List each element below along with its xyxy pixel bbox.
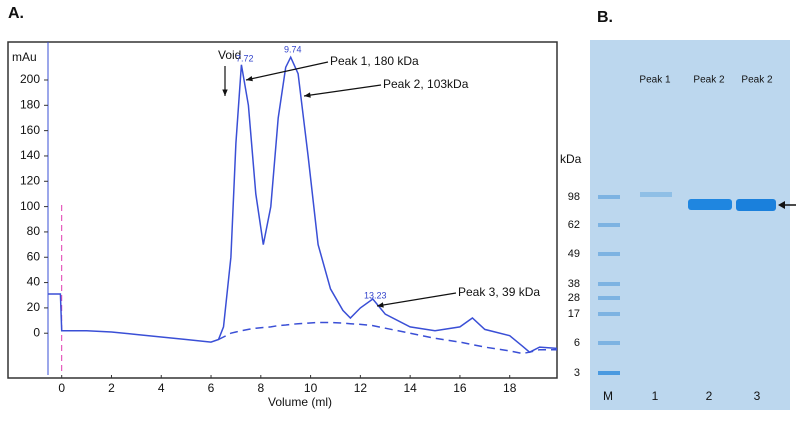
x-axis-label: Volume (ml) <box>268 395 332 409</box>
chromatogram-line <box>218 321 557 355</box>
lane-label: 2 <box>706 389 713 403</box>
marker-label: 28 <box>568 292 580 304</box>
lane-label: 3 <box>754 389 761 403</box>
marker-band <box>598 371 620 375</box>
x-tick-label: 4 <box>158 381 165 395</box>
marker-label: 62 <box>568 219 580 231</box>
annotation-arrow-head <box>222 89 228 96</box>
x-tick-label: 6 <box>208 381 215 395</box>
marker-band <box>598 195 620 199</box>
x-tick-label: 18 <box>503 381 517 395</box>
y-tick-label: 80 <box>27 224 41 238</box>
marker-band <box>598 296 620 300</box>
plot-frame <box>7 41 558 379</box>
annotation: Peak 1, 180 kDa <box>330 54 419 68</box>
gel-band <box>640 192 672 197</box>
x-tick-label: 8 <box>257 381 264 395</box>
gel-arrow-head <box>778 201 785 209</box>
marker-band <box>598 341 620 345</box>
y-tick-label: 100 <box>20 199 40 213</box>
panel-label: A. <box>8 5 24 22</box>
y-tick-label: 160 <box>20 123 40 137</box>
marker-band <box>598 282 620 286</box>
lane-label: 1 <box>652 389 659 403</box>
x-tick-label: 2 <box>108 381 115 395</box>
annotation: Peak 3, 39 kDa <box>458 285 540 299</box>
x-tick-label: 0 <box>58 381 65 395</box>
annotation-arrow <box>245 61 329 81</box>
marker-band <box>598 252 620 256</box>
annotation-arrow <box>376 292 457 307</box>
gel-band <box>688 199 732 210</box>
marker-label: 49 <box>568 248 580 260</box>
marker-label: 38 <box>568 278 580 290</box>
y-tick-label: 0 <box>33 325 40 339</box>
lane-label: M <box>603 389 613 403</box>
annotation: 9.74 <box>284 44 302 54</box>
gel <box>590 40 790 410</box>
marker-band <box>598 223 620 227</box>
y-tick-label: 140 <box>20 148 40 162</box>
annotation: Void <box>218 48 241 62</box>
lane-title: Peak 1 <box>639 75 671 86</box>
marker-label: 6 <box>574 337 580 349</box>
x-tick-label: 12 <box>354 381 368 395</box>
annotation-arrow-head <box>304 92 311 98</box>
y-tick-label: 180 <box>20 97 40 111</box>
x-tick-label: 14 <box>403 381 417 395</box>
annotation-arrow-head <box>246 75 253 82</box>
marker-label: 98 <box>568 191 580 203</box>
chromatogram-line <box>48 55 558 354</box>
y-axis-label: mAu <box>12 50 37 64</box>
x-tick-label: 16 <box>453 381 467 395</box>
annotation-arrow <box>303 84 382 97</box>
lane-title: Peak 2 <box>741 75 773 86</box>
y-tick-label: 20 <box>27 300 41 314</box>
y-tick-label: 60 <box>27 249 41 263</box>
panel-label: B. <box>597 9 613 26</box>
x-tick-label: 10 <box>304 381 318 395</box>
marker-label: 17 <box>568 308 580 320</box>
annotation: 13.23 <box>364 290 387 300</box>
annotation-arrow-head <box>377 302 384 308</box>
annotation: Peak 2, 103kDa <box>383 77 469 91</box>
lane-title: Peak 2 <box>693 75 725 86</box>
y-tick-label: 200 <box>20 72 40 86</box>
y-tick-label: 120 <box>20 173 40 187</box>
marker-band <box>598 312 620 316</box>
marker-label: 3 <box>574 367 580 379</box>
gel-axis-label: kDa <box>560 152 582 166</box>
y-tick-label: 40 <box>27 275 41 289</box>
annotation: 7.72 <box>236 53 254 63</box>
gel-band <box>736 199 776 211</box>
